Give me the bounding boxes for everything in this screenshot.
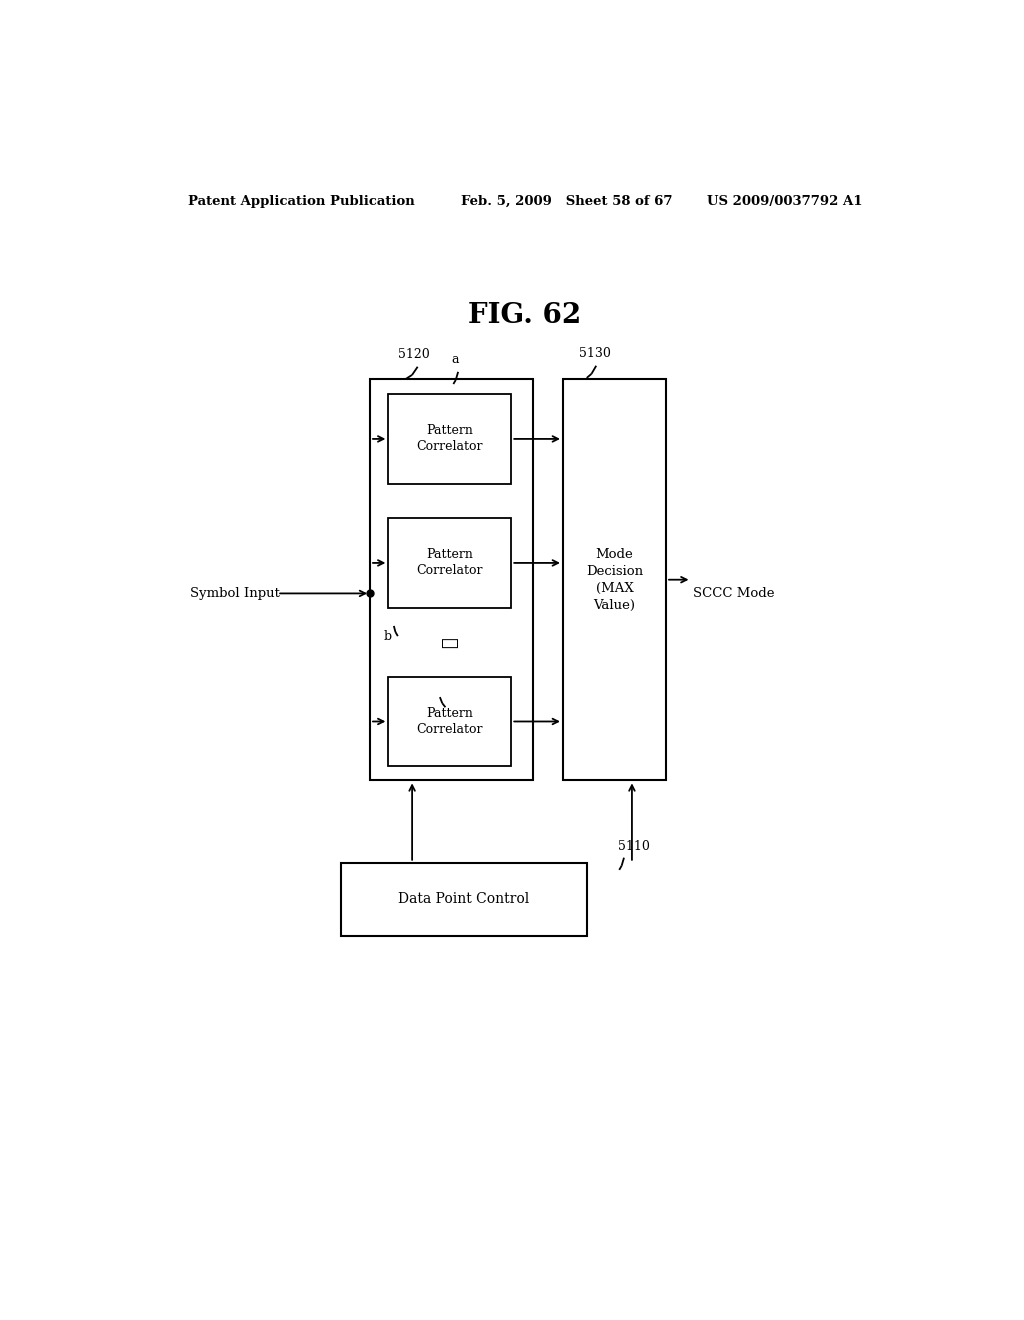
Text: Pattern
Correlator: Pattern Correlator	[417, 425, 483, 454]
Text: SCCC Mode: SCCC Mode	[693, 587, 774, 599]
Text: Pattern
Correlator: Pattern Correlator	[417, 708, 483, 737]
Text: Mode
Decision
(MAX
Value): Mode Decision (MAX Value)	[586, 548, 643, 611]
Bar	[341, 863, 587, 936]
Text: Symbol Input: Symbol Input	[189, 587, 280, 599]
Bar	[388, 677, 511, 766]
Text: Patent Application Publication: Patent Application Publication	[187, 194, 415, 207]
Text: US 2009/0037792 A1: US 2009/0037792 A1	[708, 194, 863, 207]
Bar	[563, 379, 666, 780]
Text: a: a	[452, 352, 460, 366]
Text: n: n	[440, 682, 447, 696]
Text: Feb. 5, 2009   Sheet 58 of 67: Feb. 5, 2009 Sheet 58 of 67	[461, 194, 673, 207]
Bar	[388, 519, 511, 607]
Text: FIG. 62: FIG. 62	[468, 302, 582, 330]
Text: b: b	[383, 630, 391, 643]
Text: ⋯: ⋯	[440, 636, 459, 648]
Text: Pattern
Correlator: Pattern Correlator	[417, 548, 483, 577]
Text: 5130: 5130	[579, 347, 610, 359]
Text: 5120: 5120	[397, 347, 430, 360]
Text: Data Point Control: Data Point Control	[398, 892, 529, 907]
Bar	[388, 395, 511, 483]
Bar	[370, 379, 532, 780]
Text: 5110: 5110	[618, 840, 650, 853]
